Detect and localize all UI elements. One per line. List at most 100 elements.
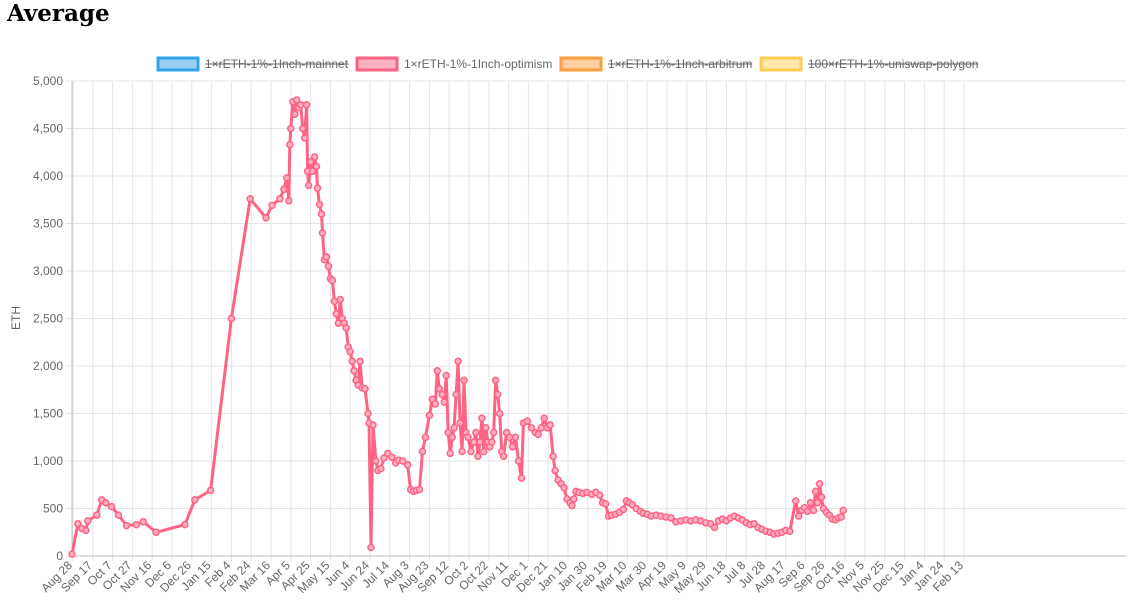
legend-item[interactable]: 1×rETH-1%-1Inch-arbitrum (559, 56, 753, 72)
data-point[interactable] (444, 428, 452, 437)
data-point[interactable] (206, 486, 215, 495)
data-point[interactable] (285, 196, 293, 205)
data-point[interactable] (398, 457, 407, 465)
data-point[interactable] (268, 201, 276, 210)
data-point[interactable] (794, 512, 803, 520)
data-point[interactable] (488, 438, 496, 446)
data-point[interactable] (346, 348, 354, 356)
data-point[interactable] (839, 506, 847, 515)
data-point[interactable] (476, 438, 484, 446)
data-point[interactable] (425, 411, 434, 420)
data-point[interactable] (511, 433, 520, 442)
data-point[interactable] (306, 158, 315, 166)
data-point[interactable] (435, 385, 444, 393)
data-point[interactable] (549, 452, 557, 461)
data-point[interactable] (280, 185, 288, 194)
data-point[interactable] (356, 357, 364, 366)
data-point[interactable] (837, 513, 845, 521)
data-point[interactable] (132, 520, 141, 529)
data-point[interactable] (534, 430, 543, 439)
data-point[interactable] (514, 457, 523, 465)
data-point[interactable] (601, 500, 610, 508)
data-point[interactable] (452, 390, 460, 399)
data-point[interactable] (372, 457, 380, 465)
data-point[interactable] (619, 505, 628, 514)
data-point[interactable] (262, 214, 270, 222)
data-point[interactable] (813, 499, 822, 507)
data-point[interactable] (570, 495, 578, 503)
data-point[interactable] (246, 195, 254, 203)
data-point[interactable] (438, 390, 447, 399)
data-point[interactable] (364, 409, 372, 418)
data-point[interactable] (803, 507, 812, 516)
data-point[interactable] (470, 438, 478, 446)
data-point[interactable] (499, 452, 508, 461)
data-point[interactable] (454, 357, 462, 366)
data-point[interactable] (495, 409, 504, 418)
data-point[interactable] (415, 485, 424, 494)
data-point[interactable] (332, 310, 341, 318)
data-point[interactable] (300, 134, 309, 142)
data-point[interactable] (472, 428, 480, 437)
data-point[interactable] (523, 417, 532, 425)
data-point[interactable] (667, 514, 675, 522)
data-point[interactable] (181, 520, 189, 529)
data-point[interactable] (283, 174, 291, 182)
data-point[interactable] (324, 262, 333, 271)
data-point[interactable] (298, 124, 307, 133)
data-point[interactable] (304, 181, 313, 190)
data-point[interactable] (152, 528, 160, 537)
data-point[interactable] (403, 461, 412, 469)
data-point[interactable] (595, 491, 604, 499)
data-point[interactable] (380, 454, 388, 462)
data-point[interactable] (482, 424, 490, 432)
data-point[interactable] (227, 314, 236, 323)
data-point[interactable] (93, 511, 101, 519)
data-point[interactable] (433, 367, 442, 375)
data-point[interactable] (101, 499, 110, 507)
data-point[interactable] (446, 449, 454, 458)
data-point[interactable] (811, 487, 820, 496)
data-point[interactable] (310, 153, 319, 161)
data-point[interactable] (480, 447, 488, 456)
data-point[interactable] (493, 390, 502, 399)
data-point[interactable] (478, 414, 486, 423)
data-point[interactable] (308, 167, 317, 176)
data-point[interactable] (791, 497, 800, 505)
data-point[interactable] (191, 496, 199, 504)
data-point[interactable] (517, 474, 526, 482)
data-point[interactable] (342, 324, 350, 332)
data-point[interactable] (330, 297, 339, 306)
data-point[interactable] (460, 376, 468, 385)
data-point[interactable] (710, 523, 719, 532)
data-point[interactable] (317, 210, 326, 218)
data-point[interactable] (336, 295, 345, 304)
legend-item[interactable]: 1×rETH-1%-1Inch-optimism (355, 56, 552, 72)
data-point[interactable] (540, 414, 548, 423)
data-point[interactable] (448, 433, 456, 442)
data-point[interactable] (369, 421, 377, 429)
data-point[interactable] (806, 499, 815, 507)
data-point[interactable] (560, 483, 568, 492)
data-point[interactable] (809, 506, 818, 515)
data-point[interactable] (82, 526, 90, 535)
data-point[interactable] (546, 421, 554, 429)
data-point[interactable] (302, 101, 311, 109)
data-point[interactable] (276, 195, 284, 203)
data-point[interactable] (367, 543, 375, 552)
data-point[interactable] (84, 517, 92, 525)
data-point[interactable] (491, 376, 500, 385)
data-point[interactable] (527, 424, 536, 432)
data-point[interactable] (786, 527, 794, 536)
data-point[interactable] (458, 447, 466, 456)
data-point[interactable] (322, 253, 331, 261)
data-point[interactable] (107, 502, 116, 511)
data-point[interactable] (114, 511, 123, 519)
data-point[interactable] (440, 398, 448, 406)
data-point[interactable] (318, 229, 327, 237)
data-point[interactable] (74, 519, 82, 528)
data-point[interactable] (537, 424, 546, 432)
data-point[interactable] (350, 367, 358, 375)
data-point[interactable] (377, 464, 385, 473)
data-point[interactable] (568, 501, 576, 510)
